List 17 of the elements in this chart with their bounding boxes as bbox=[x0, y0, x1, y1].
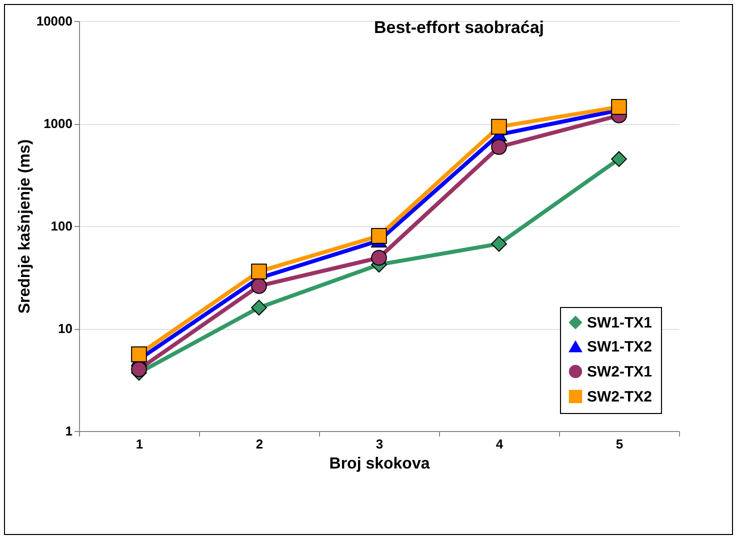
y-tick-label: 1 bbox=[65, 424, 72, 438]
x-tick-label: 1 bbox=[136, 436, 144, 452]
x-tick-label: 3 bbox=[376, 436, 384, 452]
x-tick-label: 2 bbox=[256, 436, 264, 452]
y-tick-label: 1000 bbox=[44, 116, 72, 131]
chart-title: Best-effort saobraćaj bbox=[374, 18, 544, 37]
y-tick-label: 10000 bbox=[36, 14, 72, 28]
legend-label: SW1-TX2 bbox=[587, 338, 652, 356]
y-axis-title: Srednje kašnjenje (ms) bbox=[16, 139, 34, 314]
legend-label: SW2-TX1 bbox=[587, 364, 652, 380]
y-tick-label: 10 bbox=[58, 321, 72, 336]
x-axis-title: Broj skokova bbox=[329, 456, 430, 472]
x-tick-label: 5 bbox=[616, 436, 624, 452]
legend-label: SW2-TX2 bbox=[587, 388, 652, 406]
x-tick-label: 4 bbox=[496, 436, 504, 452]
y-tick-label: 100 bbox=[50, 218, 72, 234]
legend-label: SW1-TX1 bbox=[587, 314, 652, 332]
